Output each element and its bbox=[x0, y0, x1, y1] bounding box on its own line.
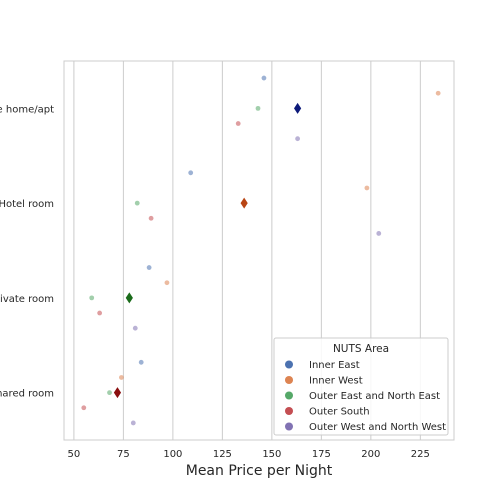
data-point bbox=[97, 310, 103, 316]
legend: NUTS Area Inner East Inner West Outer East … bbox=[273, 337, 449, 436]
data-point bbox=[81, 405, 87, 411]
plot-frame bbox=[63, 60, 455, 441]
legend-marker bbox=[285, 422, 293, 431]
legend-marker bbox=[285, 407, 293, 415]
data-point bbox=[138, 359, 144, 365]
x-tick-label: 175 bbox=[312, 449, 331, 460]
data-point bbox=[261, 75, 267, 81]
legend-marker bbox=[285, 391, 293, 400]
x-axis-title: Mean Price per Night bbox=[186, 463, 333, 479]
data-point bbox=[130, 420, 136, 426]
legend-marker bbox=[285, 360, 293, 369]
data-point bbox=[188, 170, 194, 176]
legend-marker bbox=[285, 376, 293, 384]
data-point bbox=[132, 325, 138, 331]
x-tick-label: 100 bbox=[163, 449, 182, 460]
x-tick-labels: 50 75 100 125 150 175 200 225 bbox=[68, 449, 430, 460]
data-point bbox=[164, 280, 170, 286]
y-category-label: Shared room bbox=[0, 389, 54, 400]
data-point bbox=[364, 185, 370, 191]
legend-box bbox=[273, 337, 449, 436]
data-point bbox=[235, 121, 241, 126]
x-tick-label: 75 bbox=[117, 449, 130, 460]
data-point bbox=[107, 390, 112, 396]
x-tick-label: 150 bbox=[262, 449, 281, 460]
data-point bbox=[435, 90, 441, 96]
legend-entry: Outer West and North West bbox=[309, 422, 446, 433]
legend-entry: Inner West bbox=[309, 376, 363, 387]
mean-marker bbox=[113, 387, 122, 399]
x-tick-label: 200 bbox=[361, 449, 380, 460]
mean-marker bbox=[294, 102, 302, 114]
legend-entry: Outer South bbox=[309, 407, 370, 418]
data-point bbox=[255, 105, 261, 111]
data-point bbox=[134, 200, 140, 206]
data-point bbox=[148, 215, 154, 221]
y-category-label: Entire home/apt bbox=[0, 104, 54, 115]
mean-marker bbox=[240, 197, 248, 209]
legend-title: NUTS Area bbox=[333, 343, 389, 355]
data-point bbox=[119, 375, 124, 380]
mean-markers bbox=[113, 102, 302, 399]
x-tick-label: 125 bbox=[213, 449, 232, 460]
x-tick-label: 50 bbox=[68, 449, 81, 460]
data-point bbox=[376, 231, 382, 236]
legend-entry: Inner East bbox=[309, 360, 360, 371]
data-point bbox=[89, 295, 95, 301]
mean-marker bbox=[125, 292, 133, 304]
y-category-label: Hotel room bbox=[0, 199, 54, 210]
data-point bbox=[146, 265, 152, 270]
legend-entry: Outer East and North East bbox=[309, 391, 440, 402]
y-category-labels: Entire home/apt Hotel room Private room Sha… bbox=[0, 104, 54, 399]
data-point bbox=[295, 136, 301, 142]
data-points bbox=[81, 75, 441, 426]
y-category-label: Private room bbox=[0, 294, 54, 305]
x-tick-label: 225 bbox=[411, 449, 430, 460]
